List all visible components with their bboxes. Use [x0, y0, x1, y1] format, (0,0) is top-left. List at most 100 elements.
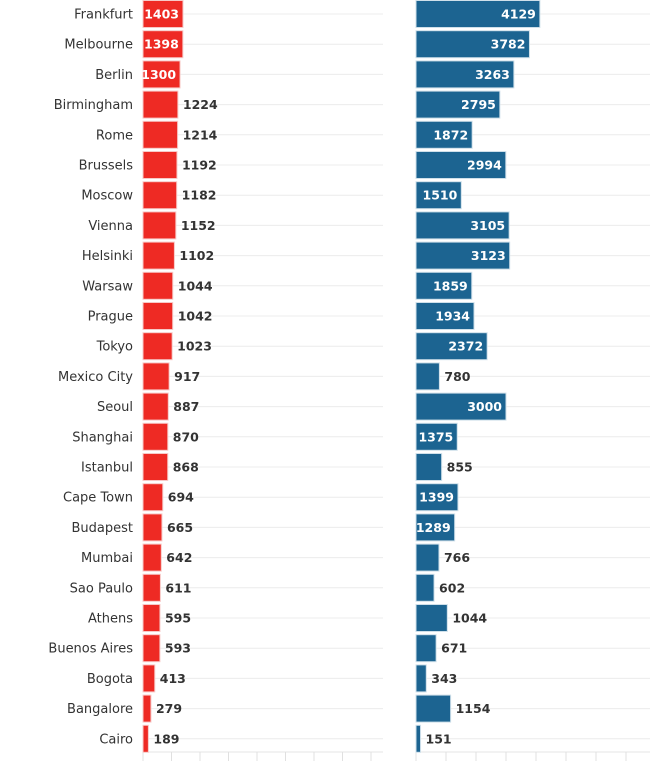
category-label: Moscow — [81, 189, 133, 204]
data-label: 1192 — [182, 158, 217, 173]
category-label: Rome — [96, 128, 133, 143]
category-label: Vienna — [88, 219, 133, 234]
data-label: 602 — [439, 580, 465, 595]
category-label: Warsaw — [82, 279, 133, 294]
data-label: 671 — [441, 641, 467, 656]
bar — [142, 181, 178, 210]
data-label: 1300 — [141, 67, 176, 82]
bar — [415, 422, 458, 451]
category-label: Seoul — [97, 400, 133, 415]
data-label: 2994 — [467, 158, 502, 173]
bar — [142, 664, 156, 693]
bar — [415, 604, 448, 632]
category-label: Berlin — [95, 68, 133, 83]
bar — [142, 271, 174, 300]
bar — [415, 120, 473, 149]
data-label: 780 — [444, 369, 470, 384]
data-label: 189 — [153, 731, 179, 746]
bar — [415, 453, 443, 481]
data-label: 1375 — [418, 429, 453, 444]
data-label: 1023 — [177, 339, 212, 354]
bar — [415, 181, 462, 210]
category-label: Tokyo — [96, 340, 133, 355]
category-label: Sao Paulo — [70, 581, 133, 596]
bar — [415, 694, 452, 723]
category-label: Frankfurt — [74, 8, 133, 23]
data-label: 1859 — [433, 278, 468, 293]
data-label: 1042 — [178, 309, 213, 324]
category-label: Shanghai — [72, 430, 133, 445]
data-label: 855 — [447, 460, 473, 475]
category-label: Mexico City — [58, 370, 133, 385]
bar — [415, 241, 511, 270]
data-label: 2795 — [461, 97, 496, 112]
bar — [415, 271, 473, 300]
data-label: 1152 — [181, 218, 216, 233]
bar — [415, 634, 437, 663]
bar — [142, 604, 161, 632]
bar — [142, 634, 161, 663]
bar — [142, 30, 184, 59]
bar — [142, 543, 162, 572]
bar — [415, 513, 456, 542]
bar — [142, 332, 173, 361]
data-label: 343 — [431, 671, 457, 686]
data-label: 2372 — [448, 339, 483, 354]
bar — [142, 573, 161, 602]
category-label: Budapest — [72, 521, 134, 536]
data-label: 3105 — [470, 218, 505, 233]
data-label: 3782 — [491, 37, 526, 52]
category-label: Bangalore — [67, 702, 133, 717]
category-label: Helsinki — [82, 249, 133, 264]
bar — [142, 211, 177, 240]
bar — [142, 120, 179, 149]
data-label: 1403 — [144, 7, 179, 22]
category-label: Melbourne — [64, 38, 133, 53]
data-label: 1510 — [423, 188, 458, 203]
bar — [415, 30, 530, 59]
data-label: 1289 — [416, 520, 451, 535]
bar — [415, 392, 507, 421]
data-label: 766 — [444, 550, 470, 565]
bar — [142, 90, 179, 119]
bar — [415, 543, 440, 572]
bar — [415, 573, 435, 602]
bar — [415, 90, 501, 119]
category-label: Prague — [88, 310, 133, 325]
data-label: 595 — [165, 611, 191, 626]
data-label: 917 — [174, 369, 200, 384]
bar — [142, 392, 169, 421]
data-label: 1872 — [433, 127, 468, 142]
bar — [142, 694, 152, 723]
category-label: Istanbul — [81, 461, 133, 476]
data-label: 1214 — [183, 127, 218, 142]
data-label: 1182 — [182, 188, 217, 203]
data-label: 3263 — [475, 67, 510, 82]
data-label: 1224 — [183, 97, 218, 112]
bar — [142, 151, 178, 179]
data-label: 151 — [426, 731, 452, 746]
data-label: 694 — [168, 490, 194, 505]
data-label: 3000 — [467, 399, 502, 414]
data-label: 1044 — [178, 278, 213, 293]
data-label: 1398 — [144, 37, 179, 52]
bar — [142, 483, 164, 512]
data-label: 1934 — [435, 309, 470, 324]
data-label: 1102 — [179, 248, 214, 263]
bar — [415, 302, 475, 330]
category-label: Cairo — [99, 732, 133, 747]
data-label: 593 — [165, 641, 191, 656]
data-label: 1399 — [419, 490, 454, 505]
data-label: 868 — [173, 460, 199, 475]
bar — [415, 362, 440, 391]
bar — [415, 664, 427, 693]
bar — [415, 60, 515, 89]
category-label: Brussels — [79, 159, 134, 174]
data-label: 642 — [166, 550, 192, 565]
data-label: 279 — [156, 701, 182, 716]
bar — [415, 483, 459, 512]
bar — [415, 211, 510, 240]
bar — [415, 724, 422, 753]
bar — [142, 724, 149, 753]
